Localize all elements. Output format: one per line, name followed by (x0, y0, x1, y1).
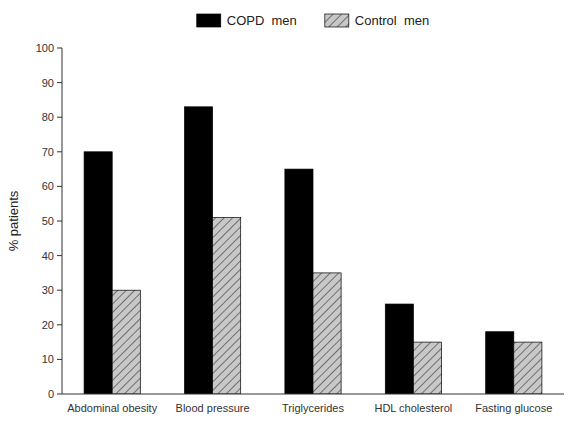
bar (112, 290, 140, 394)
bar (413, 342, 441, 394)
y-tick-label: 70 (42, 146, 54, 158)
x-axis-line (62, 394, 564, 395)
legend-swatch (325, 14, 349, 27)
y-tick (57, 324, 62, 325)
legend-item: COPD men (197, 13, 297, 28)
legend: COPD men Control men (197, 13, 430, 28)
y-tick-label: 90 (42, 77, 54, 89)
legend-label: COPD men (227, 13, 297, 28)
y-tick-label: 50 (42, 215, 54, 227)
y-tick-label: 30 (42, 284, 54, 296)
y-tick-label: 0 (48, 388, 54, 400)
y-tick-label: 60 (42, 180, 54, 192)
x-tick-label: Triglycerides (282, 402, 344, 414)
x-tick-label: Abdominal obesity (67, 402, 157, 414)
y-tick (57, 255, 62, 256)
x-tick-label: Fasting glucose (475, 402, 552, 414)
y-tick (57, 151, 62, 152)
y-tick (57, 359, 62, 360)
bar (486, 332, 514, 394)
y-axis-label: % patients (6, 190, 21, 251)
bar (313, 273, 341, 394)
x-tick-label: HDL cholesterol (374, 402, 452, 414)
bar (385, 304, 413, 394)
y-tick (57, 117, 62, 118)
y-tick (57, 221, 62, 222)
chart-svg: 0 10 20 30 40 50 60 70 80 90 100 Abdominal obesity B… (0, 0, 580, 434)
y-tick-label: 80 (42, 111, 54, 123)
y-tick (57, 82, 62, 83)
bar (213, 218, 241, 394)
y-tick (57, 290, 62, 291)
bar (84, 152, 112, 394)
y-tick-label: 40 (42, 250, 54, 262)
bars (84, 107, 542, 394)
chart-container: 0 10 20 30 40 50 60 70 80 90 100 Abdominal obesity B… (0, 0, 580, 434)
legend-label: Control men (355, 13, 429, 28)
y-tick-label: 100 (36, 42, 54, 54)
y-tick (57, 186, 62, 187)
bar (285, 169, 313, 394)
legend-swatch (197, 14, 221, 27)
legend-item: Control men (325, 13, 429, 28)
bar (184, 107, 212, 394)
y-tick-label: 20 (42, 319, 54, 331)
x-tick-label: Blood pressure (176, 402, 250, 414)
bar (514, 342, 542, 394)
y-tick (57, 394, 62, 395)
y-tick (57, 48, 62, 49)
y-tick-label: 10 (42, 353, 54, 365)
